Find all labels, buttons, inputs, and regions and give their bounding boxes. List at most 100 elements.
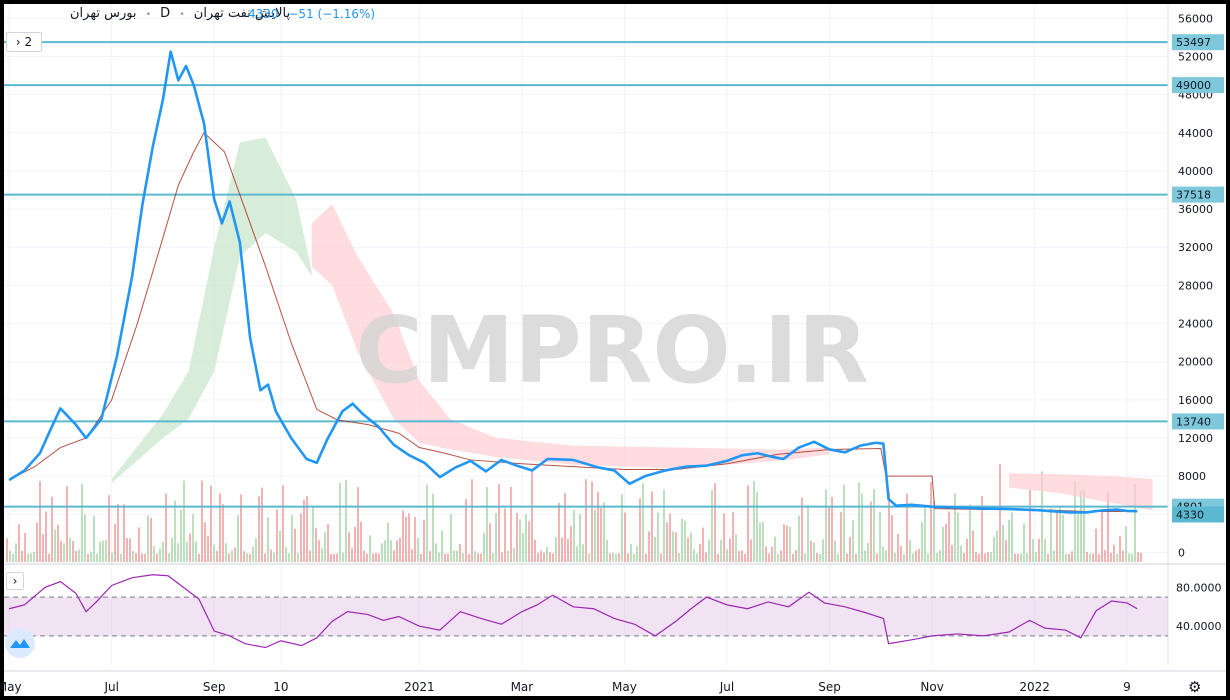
volume-bar — [828, 507, 830, 562]
volume-bar — [633, 553, 635, 562]
volume-bar — [918, 548, 920, 562]
volume-bar — [864, 550, 866, 562]
time-tick-label: 10 — [273, 680, 288, 694]
volume-bar — [180, 509, 182, 562]
volume-bar — [405, 516, 407, 562]
volume-bar — [135, 553, 137, 562]
volume-bar — [663, 490, 665, 562]
interval-label[interactable]: D — [160, 6, 171, 21]
price-tick-label: 8000 — [1178, 470, 1206, 483]
volume-bar — [939, 550, 941, 562]
symbol-name[interactable]: پالایش نفت تهران — [193, 6, 291, 21]
volume-bar — [1074, 481, 1076, 562]
volume-bar — [324, 532, 326, 562]
volume-bar — [57, 524, 59, 562]
volume-bar — [372, 553, 374, 562]
volume-bar — [582, 544, 584, 562]
volume-bar — [117, 504, 119, 562]
level-tag: 49000 — [1176, 79, 1211, 92]
volume-bar — [966, 538, 968, 562]
volume-bar — [909, 540, 911, 562]
volume-bar — [1125, 526, 1127, 562]
volume-bar — [210, 485, 212, 562]
volume-bar — [177, 543, 179, 562]
volume-bar — [726, 549, 728, 562]
volume-bar — [654, 536, 656, 562]
volume-bar — [1113, 544, 1115, 562]
volume-bar — [777, 553, 779, 562]
volume-bar — [552, 553, 554, 562]
tradingview-logo-icon[interactable] — [5, 628, 35, 658]
volume-bar — [570, 526, 572, 562]
gear-icon[interactable]: ⚙ — [1188, 678, 1202, 696]
volume-bar — [357, 487, 359, 562]
volume-bar — [954, 493, 956, 562]
ichimoku-cloud-bearish — [1009, 473, 1153, 511]
volume-bar — [858, 482, 860, 562]
header-separator: • — [145, 10, 152, 20]
level-tag: 53497 — [1176, 36, 1211, 49]
volume-bar — [81, 484, 83, 562]
volume-bar — [813, 542, 815, 562]
volume-bar — [1014, 553, 1016, 562]
volume-bar — [1089, 553, 1091, 562]
collapse-indicators-button[interactable]: › 2 — [6, 32, 42, 52]
volume-bar — [219, 493, 221, 562]
time-tick-label: Sep — [818, 680, 841, 694]
last-price: 4330 — [248, 7, 279, 21]
volume-bar — [327, 523, 329, 562]
volume-bar — [1140, 552, 1142, 562]
volume-bar — [114, 523, 116, 562]
volume-bar — [435, 543, 437, 562]
volume-bar — [195, 541, 197, 562]
volume-bar — [894, 552, 896, 562]
volume-bar — [213, 544, 215, 562]
volume-bar — [198, 553, 200, 562]
volume-bar — [189, 533, 191, 562]
volume-bar — [1023, 523, 1025, 562]
volume-bar — [1056, 511, 1058, 562]
volume-bar — [297, 552, 299, 562]
volume-bar — [309, 550, 311, 562]
volume-bar — [168, 553, 170, 562]
volume-bar — [447, 553, 449, 562]
volume-bar — [540, 550, 542, 562]
volume-bar — [1086, 552, 1088, 562]
volume-bar — [1029, 489, 1031, 562]
volume-bar — [573, 509, 575, 562]
volume-bar — [438, 552, 440, 562]
volume-bar — [417, 537, 419, 562]
volume-bar — [546, 547, 548, 562]
volume-bar — [588, 553, 590, 562]
volume-bar — [549, 552, 551, 562]
volume-bar — [402, 510, 404, 562]
volume-bar — [63, 543, 65, 562]
volume-bar — [876, 553, 878, 562]
volume-bar — [735, 534, 737, 562]
volume-bar — [957, 512, 959, 562]
volume-bar — [903, 553, 905, 562]
volume-bar — [741, 550, 743, 562]
volume-bar — [453, 550, 455, 562]
volume-bar — [849, 536, 851, 562]
volume-bar — [387, 522, 389, 562]
time-tick-label: 9 — [1123, 680, 1131, 694]
price-tick-label: 24000 — [1178, 318, 1213, 331]
volume-bar — [342, 552, 344, 562]
volume-bar — [852, 520, 854, 562]
volume-bar — [1032, 539, 1034, 562]
time-tick-label: 2022 — [1019, 680, 1050, 694]
volume-bar — [1038, 538, 1040, 562]
expand-pane-button[interactable]: › — [6, 572, 24, 590]
volume-bar — [159, 548, 161, 562]
volume-bar — [351, 548, 353, 562]
volume-bar — [1059, 507, 1061, 562]
volume-bar — [240, 494, 242, 562]
volume-bar — [339, 482, 341, 562]
volume-bar — [108, 495, 110, 562]
volume-bar — [789, 527, 791, 562]
volume-bar — [672, 531, 674, 562]
volume-bar — [222, 504, 224, 562]
volume-bar — [846, 553, 848, 562]
